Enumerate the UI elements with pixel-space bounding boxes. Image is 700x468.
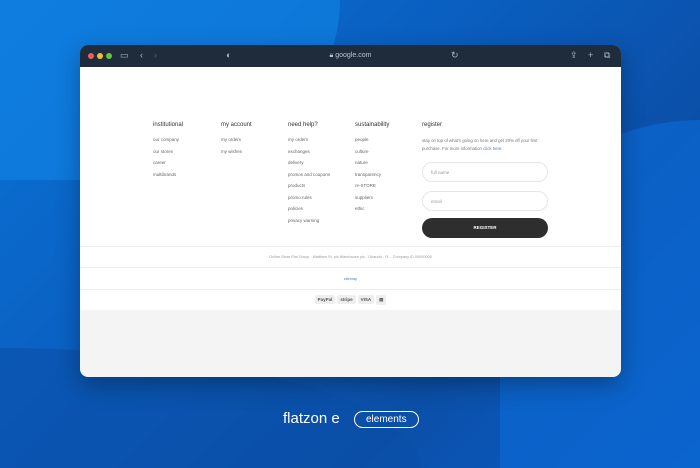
credit-card-icon: ▤ xyxy=(376,295,387,305)
divider xyxy=(80,246,621,247)
link[interactable]: multibrands xyxy=(153,171,177,177)
link[interactable]: nature xyxy=(355,160,368,165)
click-here-link[interactable]: click here. xyxy=(483,146,503,151)
link[interactable]: people xyxy=(355,137,369,142)
link[interactable]: culture xyxy=(355,148,369,154)
link[interactable]: career xyxy=(153,160,166,165)
link[interactable]: my orders xyxy=(288,137,309,142)
register-title: register xyxy=(422,122,443,128)
link[interactable]: exchanges xyxy=(288,148,310,154)
reload-icon[interactable]: ↻ xyxy=(451,50,459,60)
visa-icon: VISA xyxy=(357,295,375,304)
sitemap-link[interactable]: sitemap xyxy=(343,277,358,281)
link[interactable]: my wishes xyxy=(221,148,243,154)
column-title: my account xyxy=(221,122,252,128)
link[interactable]: promos and coupons xyxy=(288,171,331,177)
paypal-icon: PayPal xyxy=(314,295,336,304)
page-content: institutional our company our stores caree… xyxy=(80,67,621,310)
tabs-icon[interactable]: ⧉ xyxy=(604,50,611,60)
column-title: need help? xyxy=(288,122,318,128)
divider xyxy=(80,267,621,268)
new-tab-icon[interactable]: + xyxy=(588,50,594,60)
brand-logo: flatzon e xyxy=(283,410,340,427)
link[interactable]: transparency xyxy=(355,171,382,177)
lock-icon: 🔒︎ xyxy=(329,52,334,59)
link[interactable]: suppliers xyxy=(355,194,374,200)
link[interactable]: delivery xyxy=(288,160,304,165)
full-name-input[interactable]: full name xyxy=(422,162,548,182)
column-title: institutional xyxy=(153,122,184,128)
maximize-button[interactable] xyxy=(106,53,112,59)
email-input[interactable]: email xyxy=(422,191,548,211)
link[interactable]: privacy warning xyxy=(288,217,320,223)
link[interactable]: my orders xyxy=(221,137,242,142)
link[interactable]: products xyxy=(288,183,306,188)
browser-window: ▭ ‹ › ◐ 🔒︎ google.com ↻ ⇪ + ⧉ institutio… xyxy=(80,45,621,377)
footer-column-help: need help? my orders exchanges delivery pro… xyxy=(288,122,330,229)
share-icon[interactable]: ⇪ xyxy=(570,50,578,60)
shield-icon[interactable]: ◐ xyxy=(226,50,232,60)
link[interactable]: our company xyxy=(153,137,180,142)
register-form: register stay on top of what's going on … xyxy=(422,122,548,238)
link[interactable]: ethic xyxy=(355,206,365,211)
brand-tag: elements xyxy=(354,411,419,428)
close-button[interactable] xyxy=(88,53,94,59)
address-bar[interactable]: 🔒︎ google.com xyxy=(80,52,621,60)
company-info: Online Store Flat Group - Matthew St. pl… xyxy=(269,255,432,259)
link[interactable]: promo rules xyxy=(288,194,312,200)
register-button[interactable]: REGISTER xyxy=(422,218,548,238)
link[interactable]: re-STORE xyxy=(355,183,376,188)
url-text: google.com xyxy=(335,52,372,59)
register-description: stay on top of what's going on here and … xyxy=(422,138,538,151)
minimize-button[interactable] xyxy=(97,53,103,59)
back-icon[interactable]: ‹ xyxy=(140,50,143,60)
divider xyxy=(80,289,621,290)
browser-toolbar: ▭ ‹ › ◐ 🔒︎ google.com ↻ ⇪ + ⧉ xyxy=(80,45,621,67)
stripe-icon: stripe xyxy=(337,295,356,304)
sidebar-icon[interactable]: ▭ xyxy=(120,50,129,60)
footer-column-institutional: institutional our company our stores caree… xyxy=(153,122,183,183)
column-title: sustainability xyxy=(355,122,390,128)
forward-icon[interactable]: › xyxy=(154,50,157,60)
register-text: stay on top of what's going on here and … xyxy=(422,137,548,153)
link[interactable]: our stores xyxy=(153,148,174,154)
link[interactable]: policies xyxy=(288,206,304,211)
payment-methods: PayPal stripe VISA ▤ xyxy=(80,295,621,305)
footer-column-sustainability: sustainability people culture nature transp… xyxy=(355,122,389,218)
footer-column-account: my account my orders my wishes xyxy=(221,122,252,160)
